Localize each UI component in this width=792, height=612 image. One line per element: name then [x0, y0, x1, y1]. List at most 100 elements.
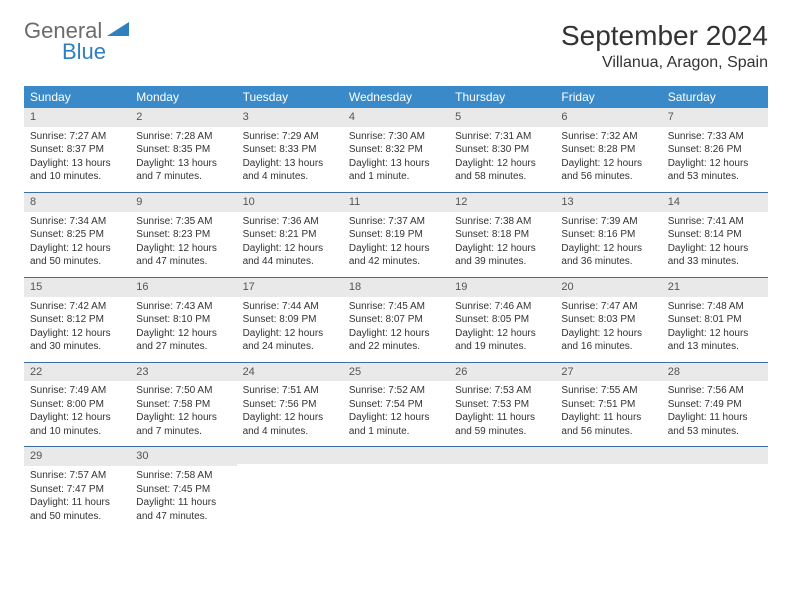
daylight1-text: Daylight: 12 hours: [349, 411, 443, 425]
day-cell: 30Sunrise: 7:58 AMSunset: 7:45 PMDayligh…: [130, 447, 236, 531]
day-number: 30: [130, 447, 236, 466]
daylight2-text: and 53 minutes.: [668, 425, 762, 439]
daylight1-text: Daylight: 12 hours: [136, 242, 230, 256]
location-text: Villanua, Aragon, Spain: [561, 54, 768, 72]
day-number: [662, 447, 768, 464]
daylight2-text: and 42 minutes.: [349, 255, 443, 269]
sunset-text: Sunset: 8:10 PM: [136, 313, 230, 327]
day-cell: [662, 447, 768, 531]
sunrise-text: Sunrise: 7:33 AM: [668, 130, 762, 144]
sunset-text: Sunset: 8:03 PM: [561, 313, 655, 327]
sunset-text: Sunset: 8:35 PM: [136, 143, 230, 157]
sunset-text: Sunset: 8:21 PM: [243, 228, 337, 242]
sunrise-text: Sunrise: 7:49 AM: [30, 384, 124, 398]
day-cell: 2Sunrise: 7:28 AMSunset: 8:35 PMDaylight…: [130, 108, 236, 192]
daylight2-text: and 27 minutes.: [136, 340, 230, 354]
day-cell: 20Sunrise: 7:47 AMSunset: 8:03 PMDayligh…: [555, 278, 661, 362]
daylight2-text: and 13 minutes.: [668, 340, 762, 354]
day-number: 27: [555, 363, 661, 382]
daylight2-text: and 4 minutes.: [243, 170, 337, 184]
weekday-label: Wednesday: [343, 86, 449, 108]
daylight1-text: Daylight: 13 hours: [30, 157, 124, 171]
day-number: [237, 447, 343, 464]
daylight1-text: Daylight: 12 hours: [243, 411, 337, 425]
sunset-text: Sunset: 7:51 PM: [561, 398, 655, 412]
sunset-text: Sunset: 8:32 PM: [349, 143, 443, 157]
day-cell: 9Sunrise: 7:35 AMSunset: 8:23 PMDaylight…: [130, 193, 236, 277]
sunset-text: Sunset: 8:00 PM: [30, 398, 124, 412]
day-number: 11: [343, 193, 449, 212]
sunrise-text: Sunrise: 7:56 AM: [668, 384, 762, 398]
sunset-text: Sunset: 7:47 PM: [30, 483, 124, 497]
sunset-text: Sunset: 8:16 PM: [561, 228, 655, 242]
daylight1-text: Daylight: 12 hours: [243, 242, 337, 256]
sunset-text: Sunset: 7:54 PM: [349, 398, 443, 412]
sunset-text: Sunset: 8:30 PM: [455, 143, 549, 157]
day-number: 3: [237, 108, 343, 127]
sunrise-text: Sunrise: 7:31 AM: [455, 130, 549, 144]
daylight1-text: Daylight: 11 hours: [455, 411, 549, 425]
day-number: 13: [555, 193, 661, 212]
sunset-text: Sunset: 7:45 PM: [136, 483, 230, 497]
logo-blue-text: Blue: [62, 41, 129, 63]
daylight1-text: Daylight: 12 hours: [455, 242, 549, 256]
day-number: 4: [343, 108, 449, 127]
day-cell: 1Sunrise: 7:27 AMSunset: 8:37 PMDaylight…: [24, 108, 130, 192]
day-number: 2: [130, 108, 236, 127]
daylight1-text: Daylight: 12 hours: [668, 157, 762, 171]
sunset-text: Sunset: 8:18 PM: [455, 228, 549, 242]
daylight1-text: Daylight: 12 hours: [349, 242, 443, 256]
daylight1-text: Daylight: 13 hours: [243, 157, 337, 171]
daylight2-text: and 7 minutes.: [136, 425, 230, 439]
daylight2-text: and 24 minutes.: [243, 340, 337, 354]
sunrise-text: Sunrise: 7:53 AM: [455, 384, 549, 398]
daylight2-text: and 1 minute.: [349, 170, 443, 184]
daylight1-text: Daylight: 12 hours: [561, 157, 655, 171]
day-number: 1: [24, 108, 130, 127]
day-cell: 19Sunrise: 7:46 AMSunset: 8:05 PMDayligh…: [449, 278, 555, 362]
day-number: 28: [662, 363, 768, 382]
daylight2-text: and 50 minutes.: [30, 255, 124, 269]
daylight2-text: and 1 minute.: [349, 425, 443, 439]
daylight2-text: and 58 minutes.: [455, 170, 549, 184]
sunset-text: Sunset: 8:05 PM: [455, 313, 549, 327]
day-cell: [237, 447, 343, 531]
daylight2-text: and 39 minutes.: [455, 255, 549, 269]
daylight1-text: Daylight: 12 hours: [455, 327, 549, 341]
sunrise-text: Sunrise: 7:46 AM: [455, 300, 549, 314]
daylight1-text: Daylight: 12 hours: [30, 242, 124, 256]
daylight1-text: Daylight: 13 hours: [136, 157, 230, 171]
sunset-text: Sunset: 7:58 PM: [136, 398, 230, 412]
sunrise-text: Sunrise: 7:36 AM: [243, 215, 337, 229]
day-cell: 22Sunrise: 7:49 AMSunset: 8:00 PMDayligh…: [24, 363, 130, 447]
daylight1-text: Daylight: 11 hours: [30, 496, 124, 510]
sunrise-text: Sunrise: 7:47 AM: [561, 300, 655, 314]
daylight1-text: Daylight: 12 hours: [136, 411, 230, 425]
day-cell: 27Sunrise: 7:55 AMSunset: 7:51 PMDayligh…: [555, 363, 661, 447]
day-cell: 29Sunrise: 7:57 AMSunset: 7:47 PMDayligh…: [24, 447, 130, 531]
day-cell: 28Sunrise: 7:56 AMSunset: 7:49 PMDayligh…: [662, 363, 768, 447]
daylight1-text: Daylight: 13 hours: [349, 157, 443, 171]
sunset-text: Sunset: 8:37 PM: [30, 143, 124, 157]
day-cell: [449, 447, 555, 531]
day-number: 14: [662, 193, 768, 212]
daylight2-text: and 22 minutes.: [349, 340, 443, 354]
daylight1-text: Daylight: 12 hours: [561, 327, 655, 341]
day-cell: 13Sunrise: 7:39 AMSunset: 8:16 PMDayligh…: [555, 193, 661, 277]
daylight1-text: Daylight: 12 hours: [455, 157, 549, 171]
daylight1-text: Daylight: 11 hours: [561, 411, 655, 425]
day-cell: [343, 447, 449, 531]
day-number: 18: [343, 278, 449, 297]
sunrise-text: Sunrise: 7:43 AM: [136, 300, 230, 314]
day-cell: 8Sunrise: 7:34 AMSunset: 8:25 PMDaylight…: [24, 193, 130, 277]
day-cell: [555, 447, 661, 531]
day-cell: 17Sunrise: 7:44 AMSunset: 8:09 PMDayligh…: [237, 278, 343, 362]
weeks-container: 1Sunrise: 7:27 AMSunset: 8:37 PMDaylight…: [24, 108, 768, 531]
day-number: 6: [555, 108, 661, 127]
sunset-text: Sunset: 8:09 PM: [243, 313, 337, 327]
sunset-text: Sunset: 8:01 PM: [668, 313, 762, 327]
day-cell: 18Sunrise: 7:45 AMSunset: 8:07 PMDayligh…: [343, 278, 449, 362]
sunset-text: Sunset: 8:07 PM: [349, 313, 443, 327]
week-row: 29Sunrise: 7:57 AMSunset: 7:47 PMDayligh…: [24, 447, 768, 531]
weekday-label: Monday: [130, 86, 236, 108]
